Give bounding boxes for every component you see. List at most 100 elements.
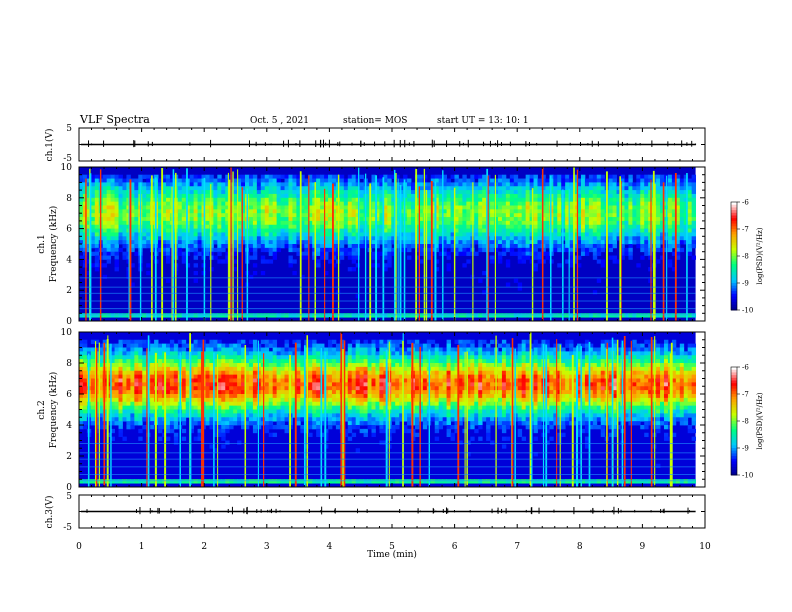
ch1-spectrogram-cell	[679, 213, 685, 218]
ch1-spectrogram-cell	[596, 197, 602, 203]
ch1-spectrogram-cell	[343, 220, 349, 226]
ch1-spectrogram-cell	[347, 240, 353, 245]
ch1-spectrogram-cell	[446, 182, 451, 187]
ch1-spectrogram-cell	[300, 251, 305, 256]
ch2-spectrogram-cell	[134, 401, 139, 407]
ch2-spectrogram-cell	[118, 374, 123, 379]
ch1-spectrogram-cell	[446, 201, 451, 206]
ch1-spectrogram-cell	[209, 197, 214, 203]
ch2-spectrogram-cell	[106, 417, 112, 422]
ch1-spectrogram-cell	[90, 244, 96, 249]
ch1-spectrogram-cell	[312, 313, 317, 318]
ch1-spectrogram-cell	[217, 240, 222, 245]
ch1-spectrogram-cell	[426, 193, 432, 199]
ch1-spectrogram-cell	[529, 190, 534, 195]
ch2-spectrogram-cell	[205, 378, 210, 383]
ch2-spectrogram-cell	[118, 339, 123, 345]
ch2-spectrogram-cell	[252, 347, 258, 352]
ch1-spectrogram-cell	[110, 178, 115, 183]
ch1-spectrogram-cell	[165, 313, 171, 318]
ch1-spectrogram-cell	[165, 228, 171, 233]
ch1-spectrogram-cell	[134, 209, 139, 214]
ch2-spectrogram-cell	[189, 421, 195, 426]
ch1-spectrogram-cell	[490, 232, 495, 237]
ch2-spectrogram-cell	[169, 339, 175, 345]
ch1-spectrogram-cell	[490, 209, 495, 214]
ch1-spectrogram-cell	[248, 209, 254, 214]
ch1-spectrogram-cell	[86, 244, 92, 249]
ch1-spectrogram-cell	[624, 213, 629, 218]
ch2-spectrogram-cell	[130, 343, 135, 348]
ch2-spectrogram-cell	[248, 374, 254, 379]
ch1-spectrogram-cell	[648, 236, 653, 241]
ch1-spectrogram-cell	[545, 205, 550, 210]
ch1-spectrogram-cell	[264, 197, 270, 203]
ch1-spectrogram-cell	[442, 232, 447, 237]
ch1-spectrogram-cell	[375, 193, 380, 199]
ch1-spectrogram-cell	[640, 224, 645, 229]
ch1-spectrogram-cell	[644, 213, 649, 218]
ch1-spectrogram-cell	[509, 190, 515, 195]
ch1-spectrogram-cell	[462, 190, 467, 195]
ch1-spectrogram-cell	[272, 182, 278, 187]
ch2-spectrogram-cell	[106, 382, 112, 387]
ch1-spectrogram-cell	[549, 220, 554, 226]
ch1-spectrogram-cell	[509, 220, 515, 226]
ch2-spectrogram-cell	[98, 343, 104, 348]
ch1-spectrogram-cell	[106, 251, 112, 256]
ch1-spectrogram-cell	[284, 236, 289, 241]
ch1-spectrogram-cell	[640, 197, 645, 203]
ch1-spectrogram-cell	[497, 251, 503, 256]
ch1-spectrogram-cell	[612, 178, 617, 183]
ch1-spectrogram-cell	[683, 174, 689, 179]
ch1-spectrogram-cell	[407, 190, 412, 195]
ch2-spectrogram-cell	[256, 347, 262, 352]
ch1-spectrogram-cell	[494, 236, 499, 241]
ch1-spectrogram-cell	[565, 182, 570, 187]
ch1-spectrogram-cell	[260, 247, 266, 253]
ch1-spectrogram-cell	[422, 209, 428, 214]
ch2-spectrogram-cell	[126, 355, 131, 360]
ch2-spectrogram-cell	[197, 351, 202, 356]
ch1-spectrogram-cell	[422, 186, 428, 191]
ch1-spectrogram-cell	[331, 197, 337, 203]
ch1-spectrogram-cell	[122, 313, 127, 318]
ch1-spectrogram-cell	[241, 213, 246, 218]
ch1-spectrogram-image	[79, 167, 705, 321]
ch1-spectrogram-cell	[233, 220, 238, 226]
ch1-spectrogram-cell	[683, 217, 689, 222]
ch1-spectrogram-cell	[628, 240, 633, 245]
ch2-spectrogram-cell	[118, 378, 123, 383]
ch1-spectrogram-cell	[343, 205, 349, 210]
ch1-spectrogram-cell	[569, 244, 574, 249]
ch2-spectrogram-cell	[225, 347, 230, 352]
ch1-spectrogram-cell	[347, 186, 353, 191]
ch1-spectrogram-cell	[509, 251, 515, 256]
ch1-spectrogram-cell	[264, 193, 270, 199]
ch1-spectrogram-cell	[438, 244, 444, 249]
ch1-spectrogram-cell	[79, 240, 84, 245]
ch1-spectrogram-cell	[541, 205, 546, 210]
ch1-spectrogram-cell	[422, 251, 428, 256]
ch1-spectrogram-cell	[414, 236, 420, 241]
ch2-spectrogram-cell	[165, 428, 171, 434]
ch1-spectrogram-cell	[482, 236, 487, 241]
ch1-spectrogram-cell	[142, 182, 147, 187]
ch2-spectrogram-cell	[165, 401, 171, 407]
ch1-spectrogram-cell	[636, 209, 641, 214]
ch1-spectrogram-cell	[276, 193, 281, 199]
ch1-spectrogram-cell	[624, 186, 629, 191]
ch1-spectrogram-cell	[225, 201, 230, 206]
ch1-spectrogram-cell	[422, 228, 428, 233]
ch2-spectrogram-cell	[260, 339, 266, 345]
ch1-spectrogram-cell	[521, 224, 527, 229]
ch1-voltage-panel: ch.1(V) 5 -5	[44, 124, 706, 164]
ch1-spectrogram-cell	[426, 313, 432, 318]
ch1-spectrogram-cell	[296, 236, 301, 241]
ch2-spectrogram-cell	[150, 397, 155, 403]
ch1-spectrogram-cell	[331, 263, 337, 268]
ch2-spectrogram-cell	[150, 351, 155, 356]
ch2-spectrogram-cell	[118, 347, 123, 352]
ch1-spectrogram-cell	[636, 182, 641, 187]
